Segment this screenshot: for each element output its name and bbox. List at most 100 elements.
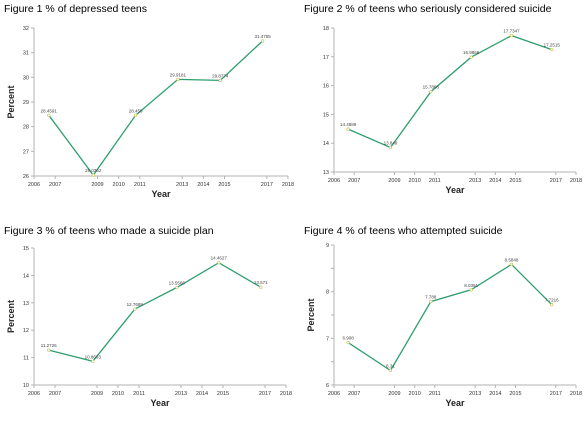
x-tick-label: 2010 xyxy=(409,391,421,397)
data-point xyxy=(259,285,263,289)
x-tick-label: 2007 xyxy=(348,178,360,184)
y-tick-label: 16 xyxy=(323,84,329,90)
x-tick-label: 2014 xyxy=(196,391,208,397)
x-tick-label: 2006 xyxy=(328,178,340,184)
data-point xyxy=(218,78,222,82)
data-label: 7.788 xyxy=(425,295,437,300)
data-label: 13.571 xyxy=(254,280,268,285)
chart-panel-4: Figure 4 % of teens who attempted suicid… xyxy=(300,222,588,427)
data-point xyxy=(47,113,51,117)
data-point xyxy=(175,285,179,290)
x-tick-label: 2006 xyxy=(28,391,40,397)
data-point xyxy=(429,299,433,304)
y-tick-label: 8 xyxy=(326,290,329,296)
x-tick-label: 2011 xyxy=(133,391,145,397)
data-label: 16.9866 xyxy=(463,50,480,55)
data-point xyxy=(550,47,554,52)
y-tick-label: 7 xyxy=(326,336,329,342)
data-label: 17.2515 xyxy=(544,43,561,48)
data-point xyxy=(176,77,180,81)
data-label: 8.5848 xyxy=(505,257,519,262)
line-chart: 10 11 12 13 14 15 2006 2007 2009 2010 2011 2013 2014… xyxy=(6,246,292,408)
y-axis-title: Percent xyxy=(6,300,16,333)
data-label: 10.8663 xyxy=(85,354,102,359)
data-point xyxy=(469,55,473,59)
line-chart: 6 7 8 9 2006 2007 2009 2010 2011 2013 2014 2015 2017… xyxy=(306,243,582,408)
y-axis-title: Percent xyxy=(6,85,16,118)
data-point xyxy=(91,359,95,363)
x-tick-label: 2009 xyxy=(388,178,400,184)
x-tick-label: 2018 xyxy=(570,178,582,184)
data-point xyxy=(134,113,138,117)
chart-panel-1: Figure 1 % of depressed teens 26 27 28 29 30… xyxy=(0,0,294,205)
chart-panel-2: Figure 2 % of teens who seriously consid… xyxy=(300,0,588,205)
data-point xyxy=(388,145,393,150)
y-tick-label: 30 xyxy=(23,75,29,81)
x-tick-label: 2015 xyxy=(218,182,230,188)
y-tick-label: 14 xyxy=(323,141,329,147)
x-axis-title: Year xyxy=(150,398,170,408)
x-tick-label: 2017 xyxy=(259,391,271,397)
data-label: 31.4755 xyxy=(254,34,271,39)
y-tick-label: 28 xyxy=(23,125,29,131)
y-tick-label: 15 xyxy=(323,112,329,118)
series-line xyxy=(347,34,553,149)
y-tick-label: 27 xyxy=(23,149,29,155)
data-label: 6.908 xyxy=(342,336,354,341)
data-point xyxy=(429,90,433,94)
data-label: 6.31 xyxy=(386,364,395,369)
data-point xyxy=(261,39,265,43)
data-point xyxy=(509,34,514,38)
data-point xyxy=(47,348,51,352)
x-tick-label: 2007 xyxy=(348,391,360,397)
x-tick-label: 2018 xyxy=(570,391,582,397)
data-label: 28.459 xyxy=(129,108,143,113)
data-point xyxy=(91,173,95,177)
data-point xyxy=(550,303,554,307)
data-point xyxy=(509,262,514,266)
x-tick-label: 2010 xyxy=(112,391,124,397)
x-axis-title: Year xyxy=(445,185,465,195)
data-label: 11.2726 xyxy=(41,343,57,348)
data-label: 14.4627 xyxy=(211,256,228,261)
x-tick-label: 2010 xyxy=(409,178,421,184)
data-label: 13.5566 xyxy=(169,281,186,286)
x-tick-label: 2017 xyxy=(550,178,562,184)
x-tick-label: 2006 xyxy=(28,182,40,188)
series-line xyxy=(347,263,553,372)
x-tick-label: 2017 xyxy=(261,182,273,188)
x-tick-label: 2015 xyxy=(509,391,521,397)
x-tick-label: 2007 xyxy=(49,182,61,188)
data-point xyxy=(346,127,350,131)
data-label: 13.849 xyxy=(384,141,398,146)
data-label: 26.0362 xyxy=(85,168,102,173)
x-tick-label: 2009 xyxy=(388,391,400,397)
data-label: 14.4889 xyxy=(340,122,357,127)
data-point xyxy=(469,288,473,292)
data-point xyxy=(217,261,221,265)
chart-title: Figure 3 % of teens who made a suicide p… xyxy=(4,225,214,237)
x-axis-title: Year xyxy=(445,398,465,408)
x-tick-label: 2013 xyxy=(175,391,187,397)
y-tick-label: 15 xyxy=(23,246,29,252)
y-tick-label: 32 xyxy=(23,26,29,32)
y-tick-label: 13 xyxy=(23,301,29,307)
chart-title: Figure 1 % of depressed teens xyxy=(4,3,148,15)
x-tick-label: 2014 xyxy=(489,391,501,397)
x-tick-label: 2013 xyxy=(469,391,481,397)
x-tick-label: 2007 xyxy=(49,391,61,397)
y-tick-label: 17 xyxy=(323,55,329,61)
data-label: 7.7216 xyxy=(545,298,559,303)
x-tick-label: 2011 xyxy=(429,178,441,184)
x-tick-label: 2015 xyxy=(509,178,521,184)
chart-panel-3: Figure 3 % of teens who made a suicide p… xyxy=(0,222,294,427)
x-tick-label: 2006 xyxy=(328,391,340,397)
y-tick-label: 14 xyxy=(23,273,29,279)
x-tick-label: 2010 xyxy=(113,182,125,188)
series-line xyxy=(48,40,264,177)
y-tick-label: 13 xyxy=(323,170,329,176)
y-tick-label: 18 xyxy=(323,26,329,32)
x-tick-label: 2014 xyxy=(197,182,209,188)
y-tick-label: 12 xyxy=(23,328,29,334)
x-tick-label: 2014 xyxy=(489,178,501,184)
